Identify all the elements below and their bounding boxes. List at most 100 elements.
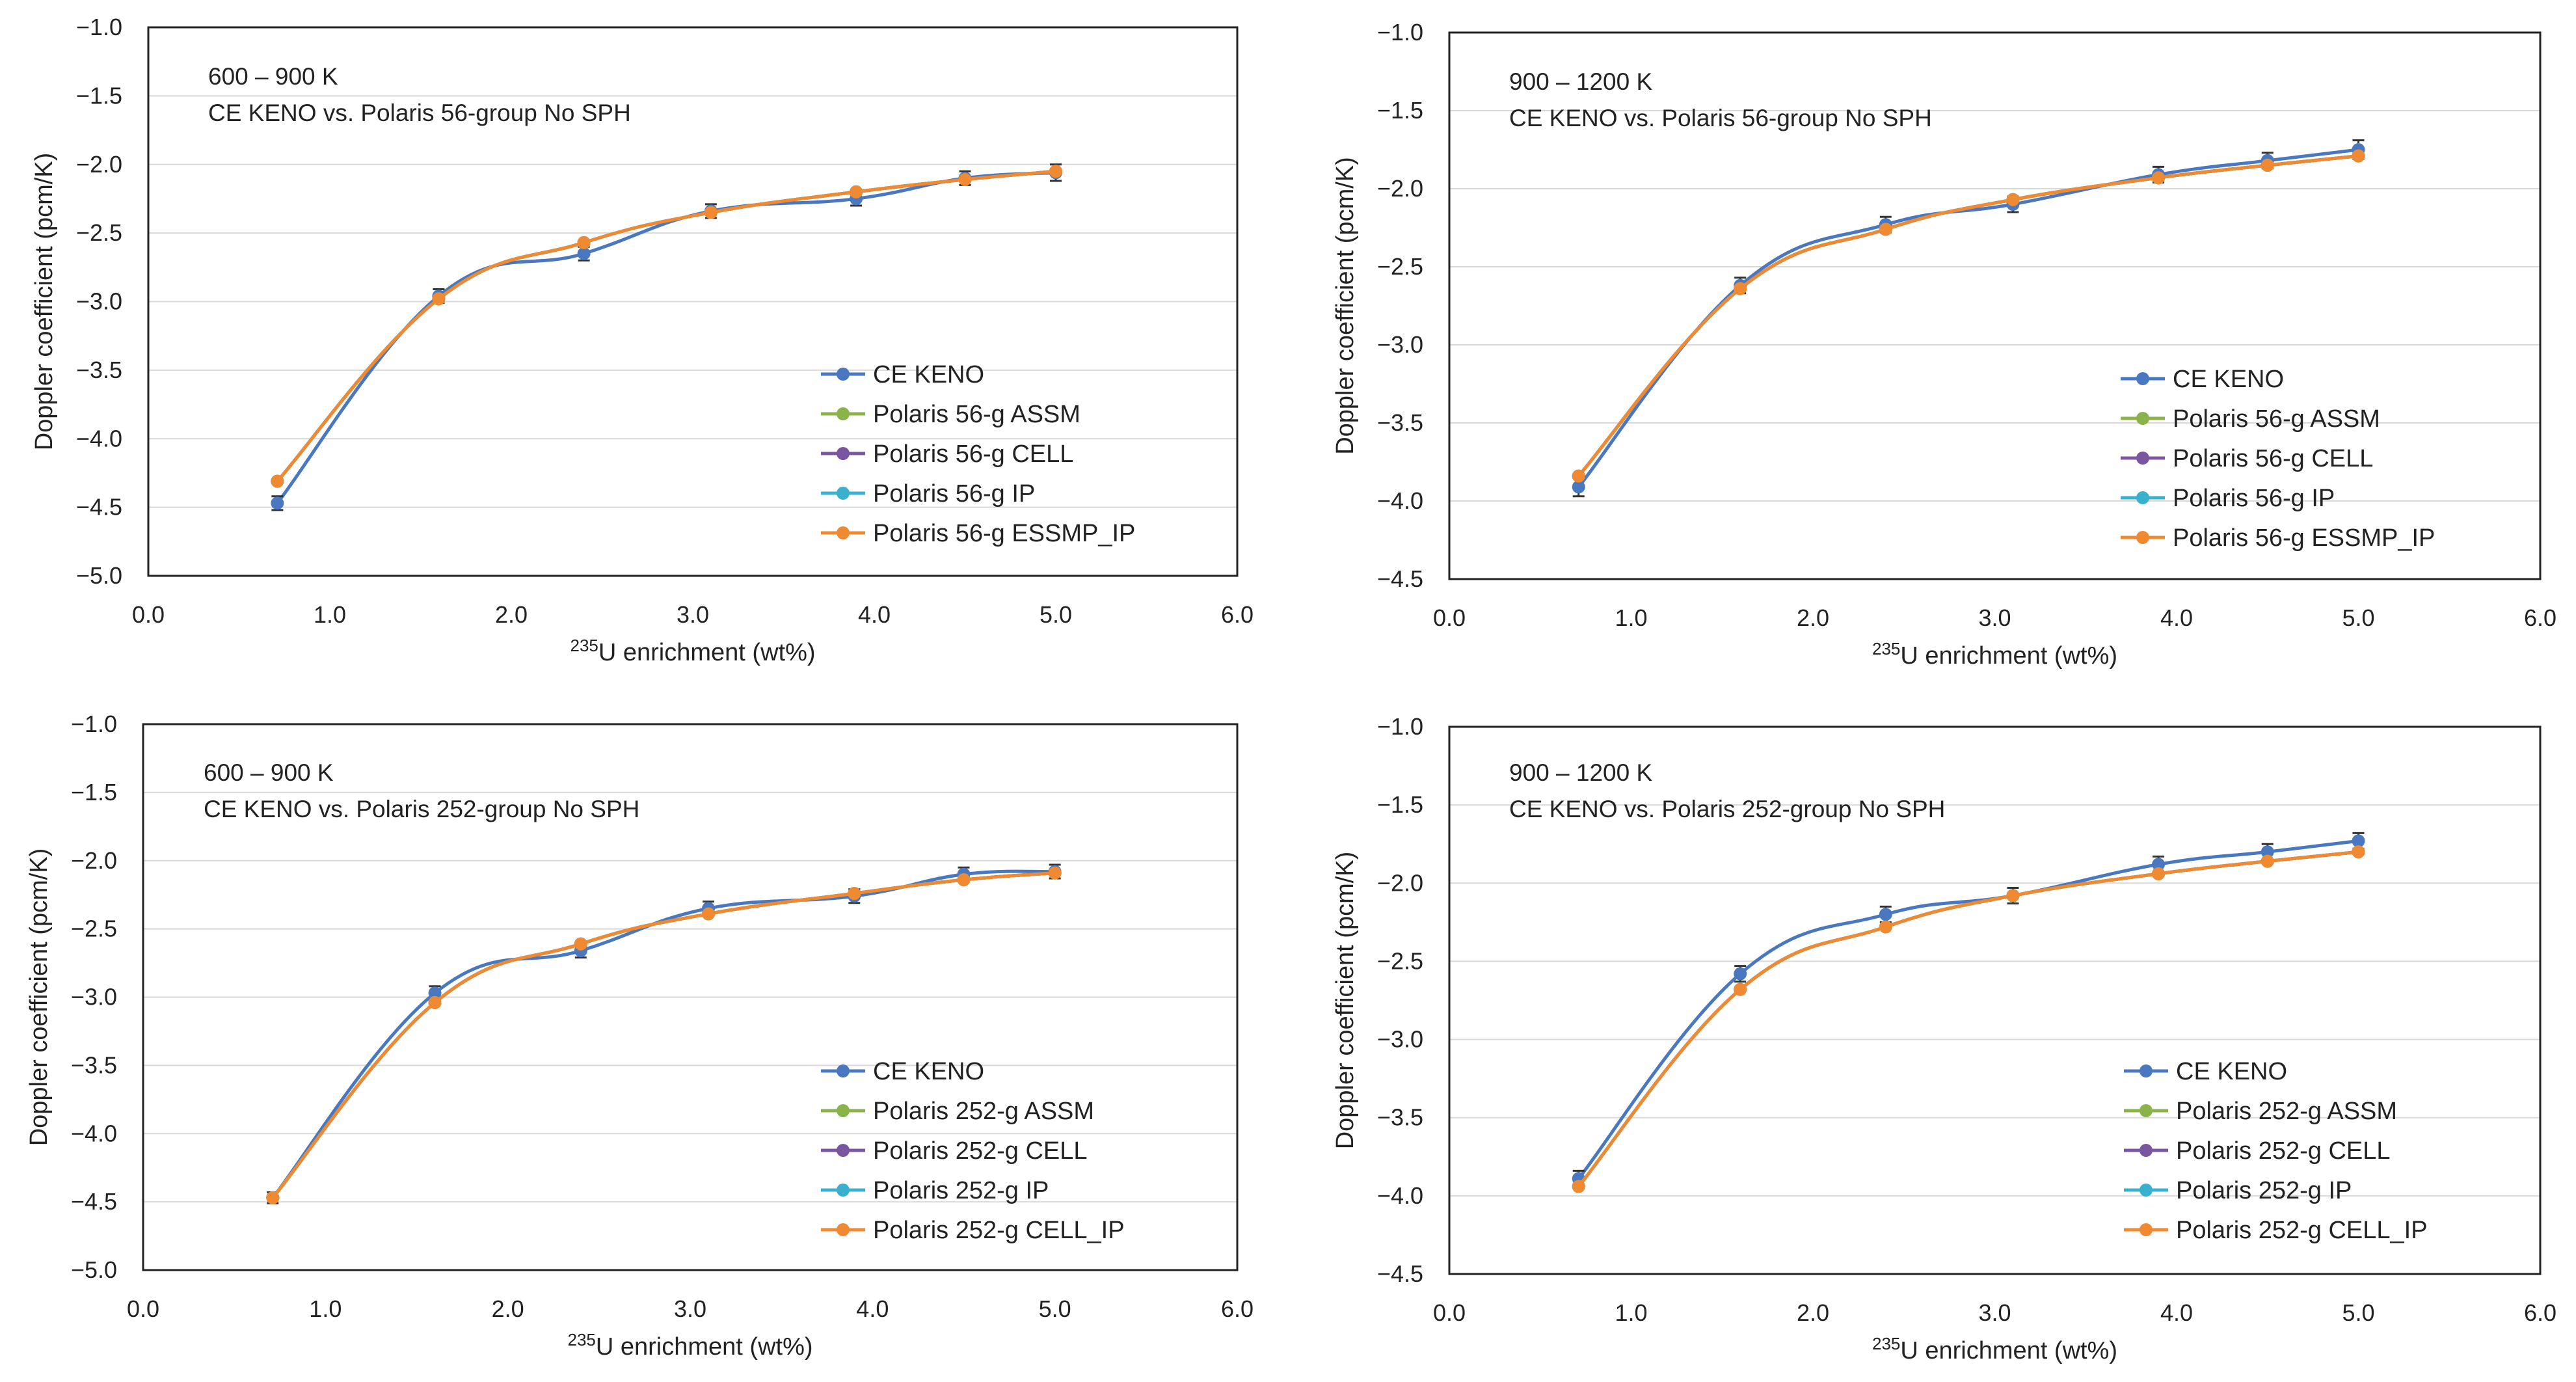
- series-line-2: [276, 169, 1056, 483]
- data-point-series-4: [1734, 282, 1747, 295]
- data-point-series-4: [850, 185, 863, 198]
- data-point-series-4: [957, 873, 971, 887]
- x-axis-label-main: U enrichment (wt%): [596, 1333, 813, 1361]
- legend-entry: Polaris 252-g CELL: [873, 1137, 1088, 1165]
- data-point-series-4: [702, 907, 716, 921]
- x-tick-label: 3.0: [1978, 604, 2011, 631]
- x-tick-label: 1.0: [1615, 604, 1647, 631]
- data-point-series-4: [2152, 867, 2166, 880]
- data-point-series-4: [1572, 1180, 1585, 1193]
- y-tick-label: −1.5: [71, 779, 117, 806]
- x-tick-label: 0.0: [1433, 1299, 1466, 1326]
- y-tick-label: −2.0: [76, 151, 122, 178]
- legend-swatch-marker: [837, 407, 850, 420]
- y-tick-label: −1.0: [71, 711, 117, 737]
- legend-entry: CE KENO: [2173, 366, 2284, 393]
- legend-swatch-marker: [837, 1144, 850, 1157]
- x-axis-label-superscript: 235: [1872, 639, 1900, 658]
- legend-swatch-marker: [837, 1064, 850, 1077]
- x-axis-label: 235U enrichment (wt%): [570, 636, 815, 666]
- x-axis-label-main: U enrichment (wt%): [1900, 1337, 2117, 1364]
- data-point-series-0: [2352, 834, 2365, 848]
- chart-annotation: 900 – 1200 K: [1509, 68, 1652, 95]
- data-point-series-4: [2261, 854, 2274, 868]
- x-axis-label-main: U enrichment (wt%): [598, 639, 816, 666]
- legend-swatch-marker: [2140, 1104, 2153, 1117]
- legend-swatch-marker: [837, 1104, 850, 1117]
- data-point-series-4: [2006, 193, 2020, 206]
- y-tick-label: −2.5: [1377, 947, 1423, 974]
- chart-annotation: CE KENO vs. Polaris 56-group No SPH: [1509, 105, 1932, 131]
- y-axis-label: Doppler coefficient (pcm/K): [1332, 852, 1359, 1150]
- data-point-series-0: [428, 986, 442, 1000]
- legend-entry: Polaris 56-g ESSMP_IP: [873, 520, 1135, 547]
- x-tick-label: 4.0: [858, 601, 891, 628]
- y-tick-label: −4.0: [1377, 487, 1423, 514]
- x-tick-label: 0.0: [132, 601, 165, 628]
- x-tick-label: 3.0: [674, 1295, 706, 1322]
- data-point-series-4: [848, 887, 861, 901]
- x-axis-label-superscript: 235: [567, 1330, 595, 1349]
- legend-entry: Polaris 56-g CELL: [873, 440, 1073, 468]
- chart-panel-bottom-left: −1.0 −1.5 −2.0 −2.5 −3.0 −3.5 −4.0 −4.5 −5.0 0.0 1…: [25, 711, 1254, 1361]
- x-tick-label: 4.0: [856, 1295, 889, 1322]
- data-point-series-0: [271, 496, 284, 510]
- series-line-0: [271, 869, 1055, 1199]
- data-point-series-0: [577, 247, 591, 260]
- x-tick-label: 3.0: [677, 601, 709, 628]
- legend-swatch-marker: [2136, 491, 2149, 504]
- series-line-4: [276, 169, 1056, 483]
- legend-entry: CE KENO: [2176, 1058, 2287, 1085]
- y-tick-label: −4.0: [1377, 1182, 1423, 1209]
- legend-entry: Polaris 252-g ASSM: [2176, 1098, 2397, 1125]
- data-point-series-4: [2261, 159, 2274, 172]
- y-tick-label: −2.0: [71, 847, 117, 874]
- y-axis-label: Doppler coefficient (pcm/K): [1332, 157, 1359, 455]
- x-tick-label: 4.0: [2160, 604, 2193, 631]
- y-tick-label: −4.5: [76, 494, 122, 521]
- x-tick-label: 6.0: [1221, 601, 1254, 628]
- series-line-4: [271, 871, 1055, 1199]
- legend-swatch-marker: [2140, 1144, 2153, 1157]
- y-tick-label: −4.5: [1377, 1260, 1423, 1287]
- data-point-series-0: [2152, 858, 2166, 871]
- x-tick-label: 6.0: [2524, 1299, 2556, 1326]
- data-point-series-4: [2006, 889, 2020, 902]
- x-axis-label-superscript: 235: [1872, 1334, 1900, 1353]
- legend-entry: CE KENO: [873, 1058, 984, 1085]
- data-point-series-4: [1734, 982, 1747, 996]
- y-axis-label: Doppler coefficient (pcm/K): [25, 848, 53, 1146]
- data-point-series-4: [574, 937, 587, 951]
- series-line-3: [276, 169, 1056, 483]
- chart-annotation: CE KENO vs. Polaris 252-group No SPH: [1509, 796, 1945, 822]
- y-tick-label: −2.5: [1377, 253, 1423, 280]
- y-tick-label: −4.5: [1377, 565, 1423, 592]
- plot-frame: [1448, 31, 2542, 580]
- legend-swatch-marker: [837, 368, 850, 381]
- data-point-series-0: [1734, 967, 1747, 981]
- legend-swatch-marker: [2140, 1064, 2153, 1077]
- data-point-series-0: [2261, 845, 2274, 859]
- legend-swatch-marker: [837, 1184, 850, 1197]
- legend-swatch-marker: [2140, 1223, 2153, 1236]
- y-tick-label: −3.0: [76, 288, 122, 315]
- legend-swatch-marker: [2136, 412, 2149, 425]
- x-tick-label: 2.0: [492, 1295, 524, 1322]
- x-axis-label: 235U enrichment (wt%): [567, 1330, 812, 1361]
- data-point-series-0: [1572, 480, 1585, 494]
- legend-entry: Polaris 252-g CELL_IP: [873, 1217, 1125, 1244]
- y-tick-label: −1.5: [1377, 791, 1423, 818]
- data-point-series-4: [1572, 469, 1585, 483]
- x-axis-label: 235U enrichment (wt%): [1872, 639, 2117, 670]
- x-axis-label-main: U enrichment (wt%): [1900, 642, 2117, 670]
- y-tick-label: −4.0: [76, 425, 122, 452]
- legend-entry: Polaris 252-g IP: [2176, 1177, 2352, 1204]
- x-tick-label: 5.0: [1040, 601, 1072, 628]
- y-tick-label: −3.5: [71, 1051, 117, 1078]
- data-point-series-4: [2352, 149, 2365, 163]
- y-tick-label: −2.0: [1377, 869, 1423, 896]
- data-point-series-4: [432, 292, 446, 306]
- legend-swatch-marker: [2140, 1184, 2153, 1197]
- y-tick-label: −1.5: [1377, 97, 1423, 124]
